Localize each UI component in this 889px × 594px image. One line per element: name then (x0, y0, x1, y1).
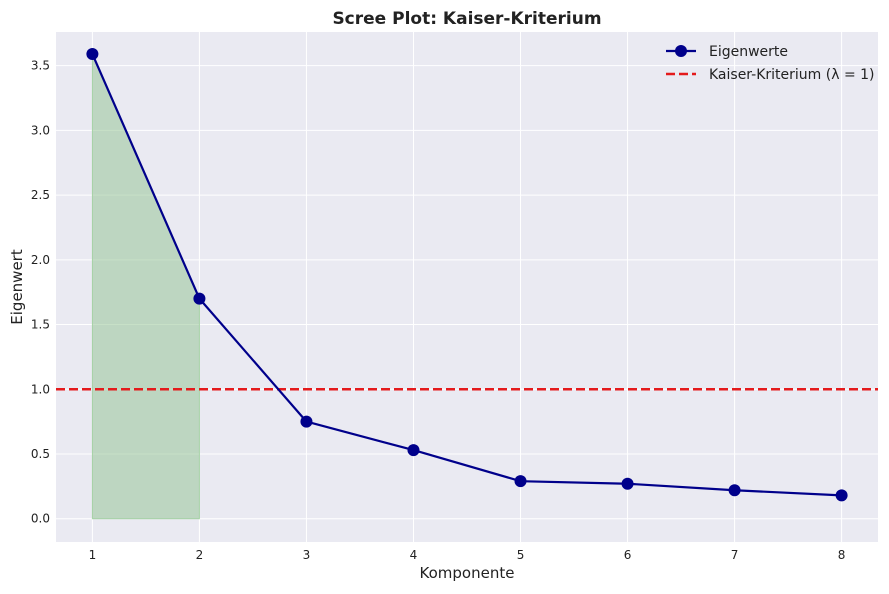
grid-lines (56, 32, 878, 542)
x-tick-label: 6 (624, 548, 632, 562)
x-axis-label: Komponente (420, 564, 515, 582)
x-tick-label: 7 (731, 548, 739, 562)
chart-title: Scree Plot: Kaiser-Kriterium (332, 9, 601, 29)
eigenwert-point-3 (300, 415, 313, 428)
eigenwert-point-6 (621, 477, 634, 490)
x-tick-label: 4 (410, 548, 418, 562)
x-tick-label: 1 (89, 548, 97, 562)
eigenwert-point-1 (86, 48, 99, 61)
y-tick-label: 1.0 (31, 382, 50, 396)
y-tick-label: 0.5 (31, 447, 50, 461)
eigenwert-point-8 (835, 489, 848, 502)
y-tick-label: 2.5 (31, 188, 50, 202)
eigenwert-point-2 (193, 292, 206, 305)
series-layer (86, 48, 848, 502)
y-tick-label: 3.0 (31, 123, 50, 137)
y-tick-label: 3.5 (31, 59, 50, 73)
legend-eigenwerte-label: Eigenwerte (709, 44, 788, 60)
eigenwert-point-5 (514, 475, 527, 488)
x-tick-label: 8 (838, 548, 846, 562)
eigenwert-point-4 (407, 444, 420, 457)
y-tick-label: 2.0 (31, 253, 50, 267)
eigenwert-point-7 (728, 484, 741, 497)
chart-legend: Eigenwerte Kaiser-Kriterium (λ = 1) (666, 44, 875, 83)
legend-kaiser-label: Kaiser-Kriterium (λ = 1) (709, 67, 875, 83)
x-tick-label: 5 (517, 548, 525, 562)
y-tick-label: 1.5 (31, 318, 50, 332)
x-tick-label: 2 (196, 548, 204, 562)
y-axis-label: Eigenwert (8, 249, 26, 325)
y-tick-label: 0.0 (31, 512, 50, 526)
x-tick-labels: 1 2 3 4 5 6 7 8 (89, 548, 846, 562)
x-tick-label: 3 (303, 548, 311, 562)
eigenwerte-line (91, 53, 842, 497)
y-tick-labels: 0.0 0.5 1.0 1.5 2.0 2.5 3.0 3.5 (31, 59, 50, 526)
legend-eigenwerte-marker (675, 45, 687, 57)
